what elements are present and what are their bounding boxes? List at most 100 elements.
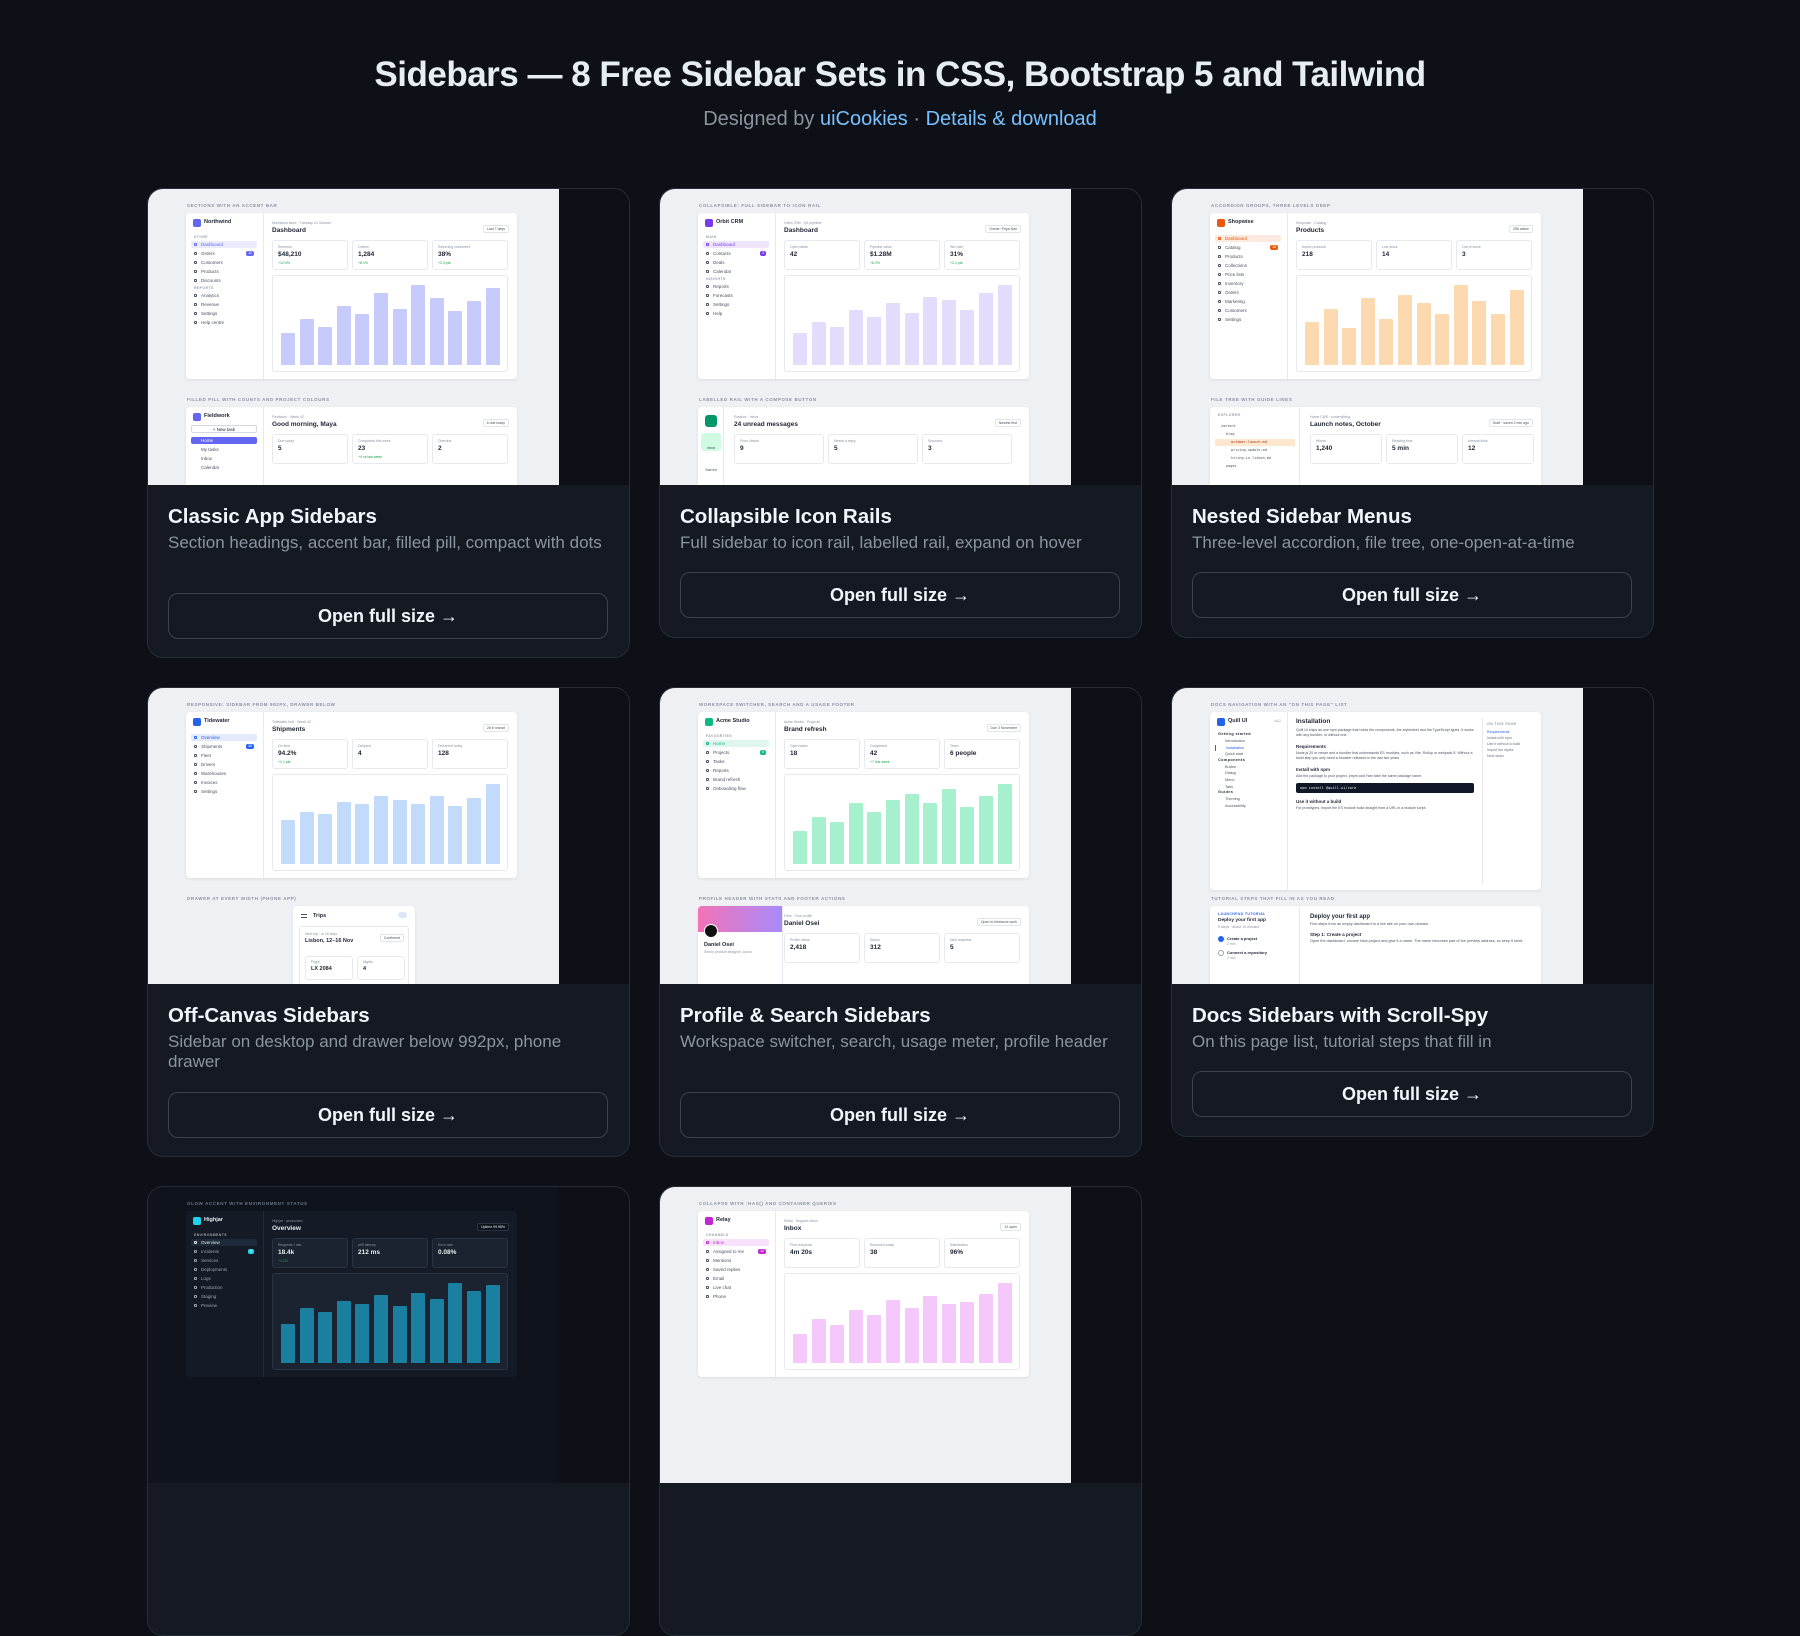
sidebar-nav-item[interactable]: Projects 8 <box>703 749 769 756</box>
sidebar-nav-item[interactable]: Customers <box>191 259 257 266</box>
sidebar-nav-item[interactable]: Production <box>191 1284 257 1291</box>
file-tree-item[interactable]: hiring-in-lisbon.md <box>1231 456 1272 460</box>
sidebar-nav-item[interactable]: Email <box>703 1275 769 1282</box>
card-preview[interactable]: WORKSPACE SWITCHER, SEARCH AND A USAGE F… <box>660 688 1141 984</box>
sidebar-nav-item[interactable]: Reports <box>703 767 769 774</box>
sidebar-nav-item[interactable]: Forecasts <box>703 292 769 299</box>
docs-nav-item[interactable]: Dialog <box>1215 770 1281 776</box>
sidebar-nav-item[interactable]: Products <box>191 268 257 275</box>
sidebar-nav-item[interactable]: Shipments 28 <box>191 743 257 750</box>
sidebar-nav-item[interactable]: Overview <box>191 1239 257 1246</box>
file-tree-item[interactable]: blog <box>1226 432 1235 436</box>
docs-nav-item[interactable]: Installation <box>1215 744 1281 751</box>
stat-value: 96% <box>950 1249 964 1256</box>
docs-nav-item[interactable]: Accessibility <box>1215 803 1281 809</box>
sidebar-nav-item[interactable]: Preview <box>191 1302 257 1309</box>
sidebar-nav-item[interactable]: Incidents 2 <box>191 1248 257 1255</box>
docs-nav-item[interactable]: Theming <box>1215 796 1281 802</box>
sidebar-nav-item[interactable]: Contacts 3 <box>703 250 769 257</box>
card-preview[interactable]: SECTIONS WITH AN ACCENT BAR Northwind STOR… <box>148 189 629 485</box>
card-preview[interactable]: RESPONSIVE: SIDEBAR FROM 992PX, DRAWER B… <box>148 688 629 984</box>
open-full-size-button[interactable]: Open full size → <box>168 1092 608 1138</box>
rail-item[interactable]: Inbox <box>701 433 721 451</box>
sidebar-nav-item[interactable]: Discounts <box>191 277 257 284</box>
sidebar-nav-item[interactable]: Warehouses <box>191 770 257 777</box>
sidebar-nav-item[interactable]: Services <box>191 1257 257 1264</box>
sidebar-nav-item[interactable]: Settings <box>191 310 257 317</box>
sidebar-nav-item[interactable]: Drivers <box>191 761 257 768</box>
details-download-link[interactable]: Details & download <box>925 108 1097 130</box>
file-tree-item[interactable]: pricing-update.md <box>1231 448 1267 452</box>
sidebar-nav-item[interactable]: Deals <box>703 259 769 266</box>
sidebar-nav-item[interactable]: Inbox <box>191 455 257 462</box>
sidebar-nav-item[interactable]: Calendar <box>191 464 257 471</box>
card-preview[interactable]: COLLAPSE WITH :HAS() AND CONTAINER QUERI… <box>660 1187 1141 1483</box>
file-tree-item[interactable]: content <box>1221 424 1236 428</box>
sidebar-nav-item[interactable]: Inbox <box>703 1239 769 1246</box>
sidebar-nav-item[interactable]: Logs <box>191 1275 257 1282</box>
docs-nav-item[interactable]: Quick start <box>1215 751 1281 757</box>
file-tree-item[interactable]: pages <box>1226 464 1237 468</box>
sidebar-nav-item[interactable]: Price lists <box>1215 271 1281 278</box>
sidebar-nav-item[interactable]: Help <box>703 310 769 317</box>
open-full-size-button[interactable]: Open full size → <box>680 572 1120 618</box>
sidebar-nav-item[interactable]: Home <box>703 740 769 747</box>
sidebar-nav-item[interactable]: Invoices <box>191 779 257 786</box>
compose-button[interactable] <box>705 415 717 427</box>
open-full-size-button[interactable]: Open full size → <box>1192 572 1632 618</box>
docs-nav-item[interactable]: Button <box>1215 764 1281 770</box>
sidebar-nav-item[interactable]: Settings <box>1215 316 1281 323</box>
sidebar-nav-item[interactable]: Orders 12 <box>191 250 257 257</box>
sidebar-nav-item[interactable]: Revenue <box>191 301 257 308</box>
sidebar-nav-item[interactable]: Dashboard <box>191 241 257 248</box>
card-description: Workspace switcher, search, usage meter,… <box>680 1032 1108 1051</box>
sidebar-nav-item[interactable]: Settings <box>191 788 257 795</box>
stat-delta: +4.2% <box>278 1259 289 1263</box>
sidebar-nav-item[interactable]: Brand refresh <box>703 776 769 783</box>
sidebar-nav-item[interactable]: Overview <box>191 734 257 741</box>
card-preview[interactable]: DOCS NAVIGATION WITH AN "ON THIS PAGE" L… <box>1172 688 1653 984</box>
sidebar-nav-item[interactable]: Calendar <box>703 268 769 275</box>
sidebar-nav-item[interactable]: Collections <box>1215 262 1281 269</box>
sidebar-nav-item[interactable]: Catalog 18 <box>1215 244 1281 251</box>
open-full-size-button[interactable]: Open full size → <box>1192 1071 1632 1117</box>
sidebar-nav-item[interactable]: Customers <box>1215 307 1281 314</box>
file-tree-item[interactable]: october-launch.md <box>1215 439 1295 446</box>
sidebar-nav-item[interactable]: Home <box>191 437 257 444</box>
sidebar-nav-item[interactable]: Settings <box>703 301 769 308</box>
rail-item[interactable]: Starred <box>701 455 721 473</box>
open-full-size-button[interactable]: Open full size → <box>680 1092 1120 1138</box>
sidebar-nav-item[interactable]: Inventory <box>1215 280 1281 287</box>
sidebar-nav-item[interactable]: Phone <box>703 1293 769 1300</box>
rail-item-label: Inbox <box>706 446 716 450</box>
card-preview[interactable]: ACCORDION GROUPS, THREE LEVELS DEEP Shopw… <box>1172 189 1653 485</box>
docs-nav-item[interactable]: Introduction <box>1215 738 1281 744</box>
sidebar-nav-item[interactable]: Dashboard <box>703 241 769 248</box>
sidebar-nav-item[interactable]: Fleet <box>191 752 257 759</box>
sidebar-nav-item[interactable]: Onboarding flow <box>703 785 769 792</box>
docs-nav-item[interactable]: Menu <box>1215 777 1281 783</box>
stat-value: $48,210 <box>278 251 302 258</box>
sidebar-nav-item[interactable]: Deployments <box>191 1266 257 1273</box>
sidebar-nav-item[interactable]: Analytics <box>191 292 257 299</box>
sidebar-nav-item[interactable]: Dashboard <box>1215 235 1281 242</box>
sidebar-nav-item[interactable]: Help centre <box>191 319 257 326</box>
sidebar-nav-item[interactable]: Tasks <box>703 758 769 765</box>
new-task-button[interactable]: + New task <box>191 425 257 433</box>
open-full-size-button[interactable]: Open full size → <box>168 593 608 639</box>
sidebar-nav-item[interactable]: My tasks <box>191 446 257 453</box>
docs-nav-label: Theming <box>1225 797 1240 802</box>
sidebar-nav-item[interactable]: Assigned to me 12 <box>703 1248 769 1255</box>
sidebar-nav-item[interactable]: Orders <box>1215 289 1281 296</box>
card-preview[interactable]: COLLAPSIBLE: FULL SIDEBAR TO ICON RAIL Or… <box>660 189 1141 485</box>
docs-nav-item[interactable]: Tabs <box>1215 784 1281 790</box>
author-link[interactable]: uiCookies <box>819 108 908 130</box>
sidebar-nav-item[interactable]: Products <box>1215 253 1281 260</box>
sidebar-nav-item[interactable]: Live chat <box>703 1284 769 1291</box>
sidebar-nav-item[interactable]: Marketing <box>1215 298 1281 305</box>
sidebar-nav-item[interactable]: Staging <box>191 1293 257 1300</box>
sidebar-nav-item[interactable]: Mentions <box>703 1257 769 1264</box>
sidebar-nav-item[interactable]: Saved replies <box>703 1266 769 1273</box>
card-preview[interactable]: GLOW ACCENT WITH ENVIRONMENT STATUS Highj… <box>148 1187 629 1483</box>
sidebar-nav-item[interactable]: Reports <box>703 283 769 290</box>
